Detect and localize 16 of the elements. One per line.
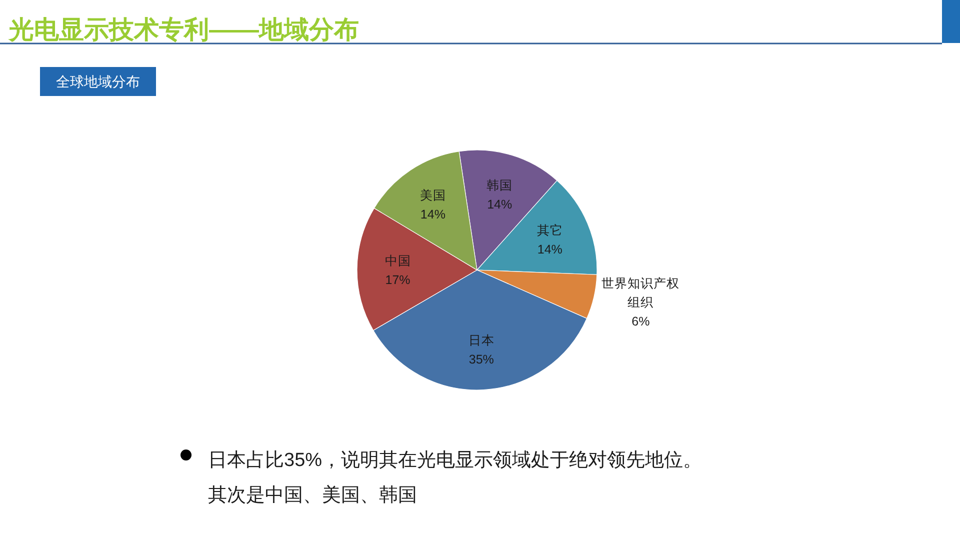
- chart-title: 光电显示技术专利——地域分布: [8, 16, 359, 44]
- slice-label: 中国: [384, 254, 411, 268]
- data-label: 35%: [468, 352, 494, 367]
- text: 全球地域分布: [56, 74, 140, 90]
- data-label: 17%: [385, 272, 410, 287]
- slice-label: 韩国: [486, 178, 513, 193]
- data-label: 14%: [487, 198, 512, 212]
- slice-label: 美国: [420, 188, 446, 203]
- slice-label: 日本: [468, 334, 494, 348]
- text: 日本占比35%，说明其在光电显示领域处于绝对领先地位。: [208, 450, 702, 471]
- text: 其次是中国、美国、韩国: [208, 484, 417, 506]
- data-label: 14%: [420, 208, 446, 222]
- slice-label: 其它: [536, 222, 563, 238]
- slice-label: 世界知识产权组织: [602, 276, 680, 310]
- data-label: 6%: [632, 314, 650, 329]
- data-label: 14%: [537, 242, 562, 257]
